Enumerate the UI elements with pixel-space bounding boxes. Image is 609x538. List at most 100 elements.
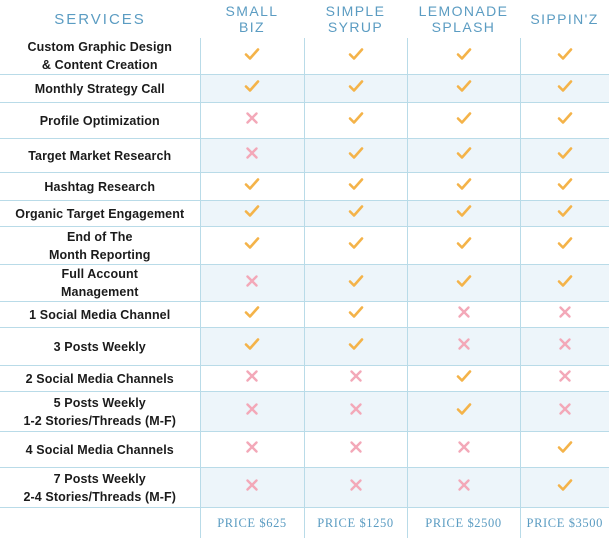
cell-lemonade-splash bbox=[407, 328, 520, 366]
services-heading: SERVICES bbox=[0, 0, 200, 38]
cross-icon bbox=[456, 478, 472, 492]
check-icon bbox=[244, 204, 260, 218]
cell-simple-syrup bbox=[304, 173, 407, 201]
plan-heading-line: BIZ bbox=[200, 19, 304, 35]
cell-small-biz bbox=[200, 173, 304, 201]
price-lemonade-splash: PRICE $2500 bbox=[407, 508, 520, 538]
price-sippinz: PRICE $3500 bbox=[520, 508, 609, 538]
cell-lemonade-splash bbox=[407, 139, 520, 173]
check-icon bbox=[557, 274, 573, 288]
service-name-line: Organic Target Engagement bbox=[0, 205, 200, 223]
cross-icon bbox=[244, 111, 260, 125]
price-label-spacer bbox=[0, 508, 200, 538]
plan-heading-line: SIPPIN'Z bbox=[520, 11, 609, 27]
service-name-line: Month Reporting bbox=[0, 246, 200, 264]
service-row: Custom Graphic Design& Content Creation bbox=[0, 38, 609, 75]
check-icon bbox=[244, 305, 260, 319]
service-name-line: 2 Social Media Channels bbox=[0, 370, 200, 388]
cell-sippinz bbox=[520, 173, 609, 201]
cell-lemonade-splash bbox=[407, 38, 520, 75]
service-row: 3 Posts Weekly bbox=[0, 328, 609, 366]
check-icon bbox=[557, 146, 573, 160]
service-name-line: Custom Graphic Design bbox=[0, 38, 200, 56]
cell-simple-syrup bbox=[304, 103, 407, 139]
cell-simple-syrup bbox=[304, 265, 407, 302]
cell-small-biz bbox=[200, 468, 304, 508]
check-icon bbox=[557, 440, 573, 454]
cross-icon bbox=[456, 305, 472, 319]
cell-sippinz bbox=[520, 75, 609, 103]
cell-small-biz bbox=[200, 139, 304, 173]
cross-icon bbox=[456, 440, 472, 454]
check-icon bbox=[456, 47, 472, 61]
cell-lemonade-splash bbox=[407, 201, 520, 227]
cell-lemonade-splash bbox=[407, 432, 520, 468]
cross-icon bbox=[244, 369, 260, 383]
plan-heading-line: LEMONADE bbox=[407, 3, 520, 19]
plan-heading-line: SIMPLE bbox=[304, 3, 407, 19]
check-icon bbox=[557, 47, 573, 61]
service-name-line: Target Market Research bbox=[0, 147, 200, 165]
check-icon bbox=[456, 111, 472, 125]
check-icon bbox=[456, 79, 472, 93]
cell-lemonade-splash bbox=[407, 468, 520, 508]
cell-sippinz bbox=[520, 227, 609, 265]
cross-icon bbox=[348, 440, 364, 454]
check-icon bbox=[348, 274, 364, 288]
service-name: 2 Social Media Channels bbox=[0, 366, 200, 392]
cell-small-biz bbox=[200, 366, 304, 392]
service-name: Profile Optimization bbox=[0, 103, 200, 139]
plan-heading-simple-syrup: SIMPLE SYRUP bbox=[304, 0, 407, 38]
service-name-line: Full Account bbox=[0, 265, 200, 283]
check-icon bbox=[456, 236, 472, 250]
check-icon bbox=[456, 274, 472, 288]
cell-small-biz bbox=[200, 103, 304, 139]
service-name-line: 4 Social Media Channels bbox=[0, 441, 200, 459]
service-name-line: 1-2 Stories/Threads (M-F) bbox=[0, 412, 200, 430]
check-icon bbox=[456, 402, 472, 416]
service-name-line: Hashtag Research bbox=[0, 178, 200, 196]
cell-small-biz bbox=[200, 302, 304, 328]
cell-sippinz bbox=[520, 38, 609, 75]
cell-simple-syrup bbox=[304, 366, 407, 392]
cell-simple-syrup bbox=[304, 328, 407, 366]
cell-sippinz bbox=[520, 103, 609, 139]
cell-sippinz bbox=[520, 432, 609, 468]
cell-simple-syrup bbox=[304, 227, 407, 265]
price-row: PRICE $625 PRICE $1250 PRICE $2500 PRICE… bbox=[0, 508, 609, 538]
check-icon bbox=[348, 305, 364, 319]
cell-simple-syrup bbox=[304, 468, 407, 508]
check-icon bbox=[557, 204, 573, 218]
service-name-line: 5 Posts Weekly bbox=[0, 394, 200, 412]
plan-heading-line: SMALL bbox=[200, 3, 304, 19]
cell-simple-syrup bbox=[304, 392, 407, 432]
service-name-line: Management bbox=[0, 283, 200, 301]
cross-icon bbox=[244, 440, 260, 454]
service-row: 1 Social Media Channel bbox=[0, 302, 609, 328]
cell-sippinz bbox=[520, 265, 609, 302]
service-row: Organic Target Engagement bbox=[0, 201, 609, 227]
check-icon bbox=[557, 111, 573, 125]
service-row: Monthly Strategy Call bbox=[0, 75, 609, 103]
check-icon bbox=[348, 47, 364, 61]
cell-small-biz bbox=[200, 227, 304, 265]
cell-lemonade-splash bbox=[407, 227, 520, 265]
cell-lemonade-splash bbox=[407, 392, 520, 432]
check-icon bbox=[244, 79, 260, 93]
cell-small-biz bbox=[200, 392, 304, 432]
check-icon bbox=[557, 177, 573, 191]
cell-small-biz bbox=[200, 75, 304, 103]
service-name: 4 Social Media Channels bbox=[0, 432, 200, 468]
check-icon bbox=[557, 79, 573, 93]
service-name-line: 2-4 Stories/Threads (M-F) bbox=[0, 488, 200, 506]
cross-icon bbox=[348, 478, 364, 492]
check-icon bbox=[456, 204, 472, 218]
check-icon bbox=[348, 79, 364, 93]
cell-lemonade-splash bbox=[407, 75, 520, 103]
cell-sippinz bbox=[520, 302, 609, 328]
